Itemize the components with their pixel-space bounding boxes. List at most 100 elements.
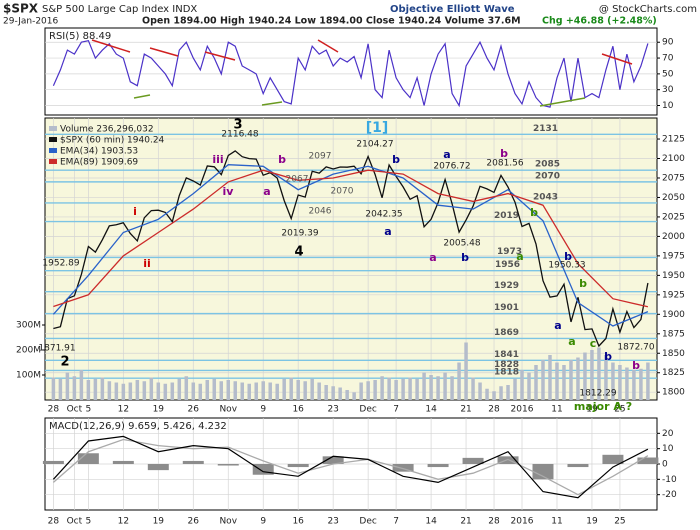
bar (485, 388, 489, 400)
level-label: 1901 (494, 303, 519, 313)
bar (555, 362, 559, 400)
legend-swatch (49, 137, 57, 142)
annotation: 1812.29 (579, 389, 616, 399)
x-tick-label: 19 (153, 517, 165, 527)
bar (567, 464, 589, 468)
bar (254, 382, 258, 400)
x-tick-label: Nov (219, 517, 237, 527)
y-tick-label: -10 (662, 475, 677, 485)
annotation: b (461, 251, 469, 264)
bar (373, 380, 377, 400)
annotation: 2019.39 (281, 229, 318, 239)
bar (121, 383, 126, 400)
bar (618, 365, 622, 400)
bar (261, 381, 265, 400)
bar (471, 377, 475, 400)
x-tick-label: Dec (359, 405, 376, 415)
x-tick-label: 28 (488, 405, 500, 415)
x-tick-label: 19 (586, 517, 598, 527)
x-tick-label: 5 (85, 405, 91, 415)
level-label: 2085 (535, 160, 560, 170)
x-tick-label: Nov (219, 405, 237, 415)
annotation: b (604, 350, 612, 363)
x-tick-label: 11 (551, 405, 562, 415)
bar (217, 464, 239, 466)
level-label: 2019 (494, 211, 519, 221)
series-line (52, 438, 649, 496)
bar (532, 464, 554, 480)
bar (597, 347, 601, 400)
x-tick-label: 16 (292, 405, 304, 415)
x-tick-label: 25 (614, 405, 625, 415)
annotation: a (263, 185, 270, 198)
legend-label: EMA(89) 1909.69 (60, 158, 138, 168)
bar (142, 381, 147, 400)
level-label: 2131 (533, 124, 558, 134)
bar (247, 383, 251, 400)
x-tick-label: 25 (614, 517, 625, 527)
level-label: 1818 (494, 368, 519, 378)
y-tick-label: 2075 (662, 173, 685, 183)
x-tick-label: 14 (425, 405, 437, 415)
bar (112, 460, 134, 464)
bar (646, 362, 650, 400)
legend-swatch (49, 126, 57, 131)
y-tick-label: -20 (662, 490, 677, 500)
x-tick-label: Dec (359, 517, 376, 527)
annotation: iv (223, 185, 235, 198)
bar (506, 385, 510, 400)
x-tick-label: 2016 (511, 405, 534, 415)
bar (135, 380, 140, 400)
change: Chg +46.88 (+2.48%) (542, 16, 657, 27)
x-tick-label: 28 (488, 517, 500, 527)
annotation: c (590, 337, 597, 350)
symbol: $SPX (3, 2, 39, 16)
bar (100, 377, 105, 400)
y-tick-label: 20 (662, 429, 674, 439)
y2-tick-label: 300M (16, 321, 41, 331)
bar (429, 375, 433, 400)
series-line (52, 435, 649, 499)
annotation: b (278, 153, 286, 166)
bar (462, 457, 484, 464)
y-tick-label: 10 (662, 444, 674, 454)
bar (478, 382, 482, 400)
bar (310, 378, 314, 400)
y-tick-label: 1975 (662, 251, 685, 261)
y-tick-label: 1900 (662, 310, 685, 320)
x-tick-label: 21 (460, 517, 471, 527)
bar (520, 370, 524, 400)
y2-tick-label: 100M (16, 371, 41, 381)
y2-tick-label: 200M (16, 346, 41, 356)
bar (184, 376, 189, 400)
y-tick-label: 1950 (662, 271, 685, 281)
bar (177, 378, 182, 400)
bar (114, 382, 119, 400)
y-tick-label: 1925 (662, 290, 685, 300)
bar (590, 350, 594, 400)
quote: Open 1894.00 High 1940.24 Low 1894.00 Cl… (142, 16, 521, 27)
x-tick-label: 7 (393, 405, 399, 415)
source: Objective Elliott Wave (390, 4, 515, 15)
annotation: [1] (366, 120, 389, 136)
annotation: a (568, 335, 575, 348)
annotation: 1952.89 (42, 259, 79, 269)
bar (464, 342, 468, 400)
bar (527, 372, 531, 400)
level-label: 2043 (533, 192, 558, 202)
bar (457, 362, 461, 400)
x-tick-label: 19 (153, 405, 165, 415)
bar (226, 380, 230, 400)
bar (182, 460, 204, 464)
annotation: 2104.27 (356, 140, 393, 150)
series-line (53, 169, 649, 308)
y-tick-label: 1850 (662, 349, 685, 359)
bar (436, 376, 440, 400)
y-tick-label: 0 (662, 460, 668, 470)
annotation: a (516, 250, 523, 263)
annotation: a (443, 148, 450, 161)
x-tick-label: 16 (292, 517, 304, 527)
bar (611, 362, 615, 400)
annotation: 1872.70 (617, 343, 654, 353)
bar (156, 382, 161, 400)
